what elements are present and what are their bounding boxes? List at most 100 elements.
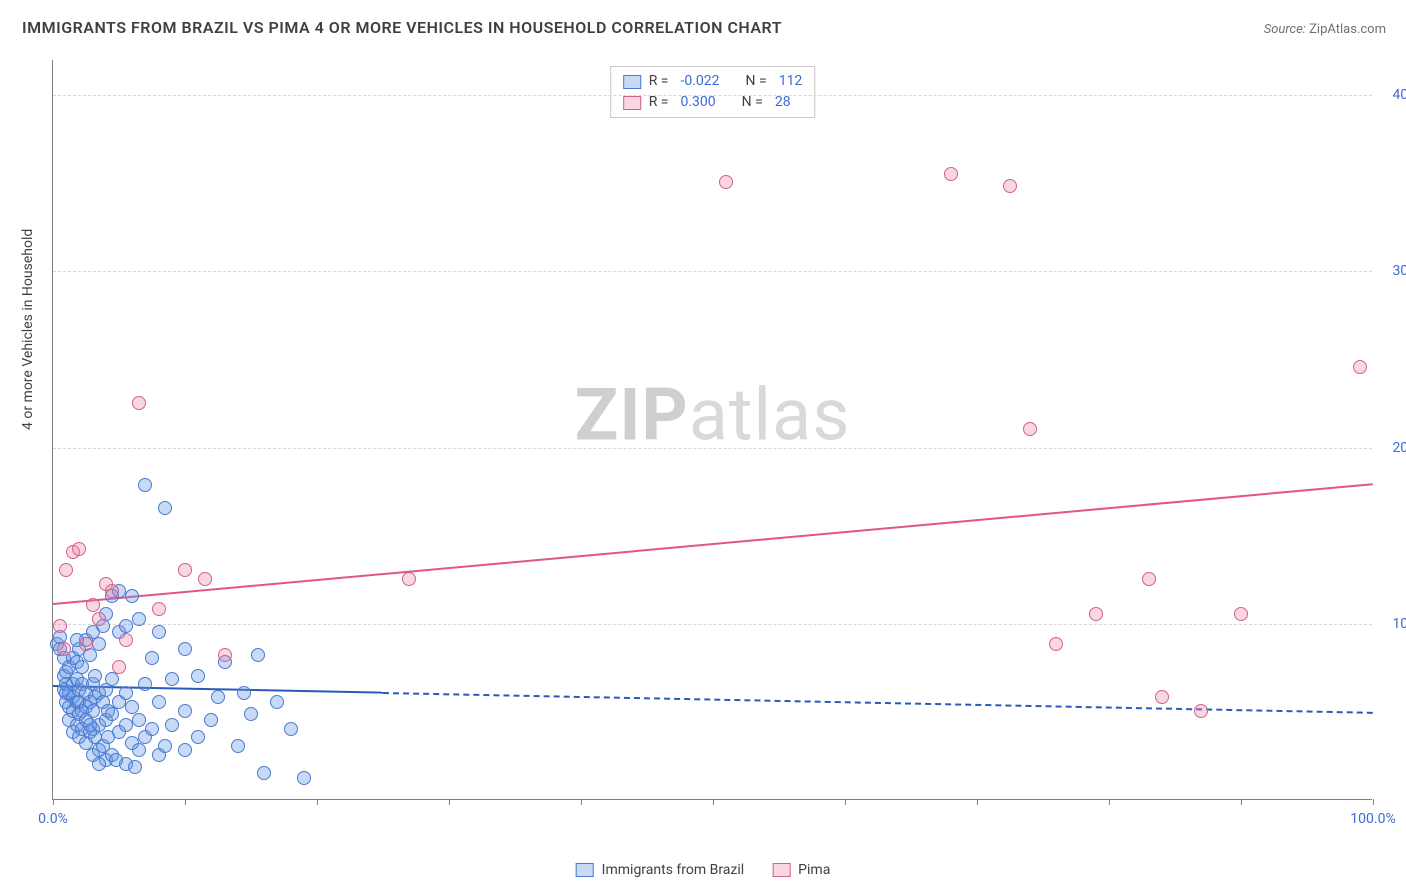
gridline <box>53 271 1372 272</box>
x-tick <box>977 799 978 805</box>
legend-swatch <box>623 75 641 89</box>
data-point <box>719 175 733 189</box>
watermark-rest: atlas <box>689 372 851 457</box>
data-point <box>92 637 106 651</box>
data-point <box>152 602 166 616</box>
data-point <box>119 619 133 633</box>
y-tick-label: 10.0% <box>1392 616 1406 632</box>
gridline <box>53 624 1372 625</box>
data-point <box>1155 690 1169 704</box>
data-point <box>92 757 106 771</box>
data-point <box>112 660 126 674</box>
data-point <box>165 718 179 732</box>
data-point <box>105 584 119 598</box>
data-point <box>270 695 284 709</box>
data-point <box>59 563 73 577</box>
data-point <box>132 612 146 626</box>
data-point <box>145 722 159 736</box>
x-tick-label: 0.0% <box>38 811 68 827</box>
data-point <box>158 501 172 515</box>
data-point <box>86 598 100 612</box>
data-point <box>83 718 97 732</box>
data-point <box>72 542 86 556</box>
data-point <box>251 648 265 662</box>
data-point <box>178 563 192 577</box>
data-point <box>119 718 133 732</box>
data-point <box>244 707 258 721</box>
x-tick <box>845 799 846 805</box>
x-tick <box>581 799 582 805</box>
watermark: ZIPatlas <box>575 372 851 457</box>
data-point <box>178 642 192 656</box>
data-point <box>128 760 142 774</box>
data-point <box>119 633 133 647</box>
legend-bottom: Immigrants from Brazil Pima <box>576 862 831 878</box>
watermark-bold: ZIP <box>575 372 689 457</box>
data-point <box>1353 360 1367 374</box>
data-point <box>1194 704 1208 718</box>
x-tick <box>1373 799 1374 805</box>
data-point <box>57 642 71 656</box>
data-point <box>198 572 212 586</box>
legend-swatch <box>772 863 790 877</box>
x-tick <box>317 799 318 805</box>
data-point <box>218 648 232 662</box>
data-point <box>105 707 119 721</box>
y-tick-label: 20.0% <box>1392 440 1406 456</box>
trend-line <box>53 483 1373 605</box>
data-point <box>178 743 192 757</box>
data-point <box>178 704 192 718</box>
legend-label: Immigrants from Brazil <box>602 862 745 878</box>
data-point <box>138 478 152 492</box>
source-attribution: Source: ZipAtlas.com <box>1264 22 1386 37</box>
data-point <box>284 722 298 736</box>
data-point <box>152 625 166 639</box>
x-tick <box>1241 799 1242 805</box>
legend-item: Pima <box>772 862 830 878</box>
data-point <box>79 637 93 651</box>
data-point <box>191 669 205 683</box>
data-point <box>944 167 958 181</box>
x-tick <box>1109 799 1110 805</box>
data-point <box>165 672 179 686</box>
data-point <box>237 686 251 700</box>
chart-title: IMMIGRANTS FROM BRAZIL VS PIMA 4 OR MORE… <box>22 18 782 37</box>
data-point <box>402 572 416 586</box>
data-point <box>1003 179 1017 193</box>
data-point <box>1089 607 1103 621</box>
legend-r-value: -0.022 <box>680 71 719 92</box>
legend-label: Pima <box>798 862 830 878</box>
plot-area: ZIPatlas R =-0.022N =112R =0.300N =28 10… <box>52 60 1372 800</box>
data-point <box>105 672 119 686</box>
data-point <box>158 739 172 753</box>
legend-r-label: R = <box>649 71 669 92</box>
data-point <box>132 396 146 410</box>
data-point <box>191 730 205 744</box>
x-tick-label: 100.0% <box>1350 811 1395 827</box>
x-tick <box>185 799 186 805</box>
data-point <box>125 589 139 603</box>
y-tick-label: 40.0% <box>1392 87 1406 103</box>
source-label: Source: <box>1264 22 1306 37</box>
trend-line-dashed <box>383 692 1373 714</box>
legend-stats-box: R =-0.022N =112R =0.300N =28 <box>610 66 816 118</box>
source-value: ZipAtlas.com <box>1309 22 1386 37</box>
data-point <box>297 771 311 785</box>
data-point <box>145 651 159 665</box>
data-point <box>92 612 106 626</box>
data-point <box>152 695 166 709</box>
data-point <box>211 690 225 704</box>
data-point <box>88 669 102 683</box>
legend-item: Immigrants from Brazil <box>576 862 745 878</box>
legend-swatch <box>623 96 641 110</box>
data-point <box>132 713 146 727</box>
x-tick <box>713 799 714 805</box>
data-point <box>204 713 218 727</box>
x-tick <box>449 799 450 805</box>
data-point <box>119 686 133 700</box>
legend-n-label: N = <box>746 71 767 92</box>
y-axis-title: 4 or more Vehicles in Household <box>20 229 36 430</box>
data-point <box>231 739 245 753</box>
data-point <box>1142 572 1156 586</box>
data-point <box>109 753 123 767</box>
